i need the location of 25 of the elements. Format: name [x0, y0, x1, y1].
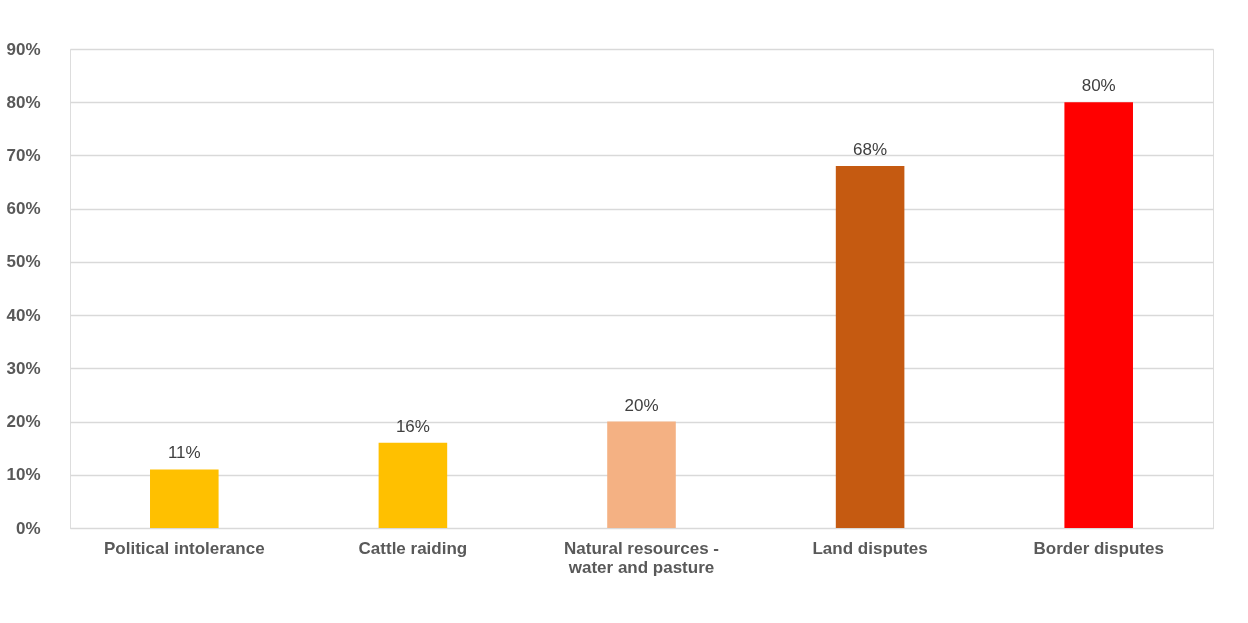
data-label: 11% [167, 443, 201, 463]
data-label: 20% [624, 395, 659, 415]
y-tick-label: 40% [6, 305, 41, 325]
y-tick-label: 70% [6, 145, 41, 165]
x-tick-label: Natural resources - water and pasture [564, 538, 719, 577]
y-tick-label: 80% [6, 92, 41, 112]
y-tick-label: 30% [6, 358, 41, 378]
data-label: 80% [1081, 76, 1116, 96]
x-tick-label: Border disputes [1033, 538, 1164, 558]
y-tick-label: 90% [6, 39, 41, 59]
y-tick-label: 60% [6, 199, 41, 219]
x-tick-label: Political intolerance [104, 538, 265, 558]
bar [1064, 102, 1133, 528]
x-tick-label: Cattle raiding [358, 538, 468, 558]
bar [607, 421, 676, 528]
bar [835, 166, 905, 528]
data-label: 68% [853, 140, 888, 160]
x-tick-label: Land disputes [812, 538, 928, 558]
bar [378, 442, 448, 528]
y-tick-label: 0% [15, 518, 41, 538]
bar [150, 469, 219, 528]
y-tick-label: 50% [6, 252, 41, 272]
y-tick-label: 10% [6, 465, 41, 485]
y-tick-label: 20% [6, 412, 41, 432]
data-label: 16% [395, 416, 430, 436]
